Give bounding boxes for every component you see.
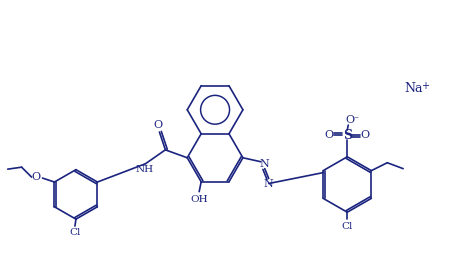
Text: N: N [264,178,273,188]
Text: Cl: Cl [342,222,353,231]
Text: NH: NH [136,165,154,174]
Text: O: O [361,130,370,140]
Text: Na: Na [404,82,423,95]
Text: O: O [346,115,355,125]
Text: S: S [343,128,352,141]
Text: OH: OH [190,195,208,204]
Text: O: O [31,172,40,182]
Text: +: + [421,81,429,91]
Text: ⁻: ⁻ [354,115,359,125]
Text: N: N [260,159,270,169]
Text: O: O [325,130,334,140]
Text: O: O [154,120,163,130]
Text: Cl: Cl [69,228,81,237]
